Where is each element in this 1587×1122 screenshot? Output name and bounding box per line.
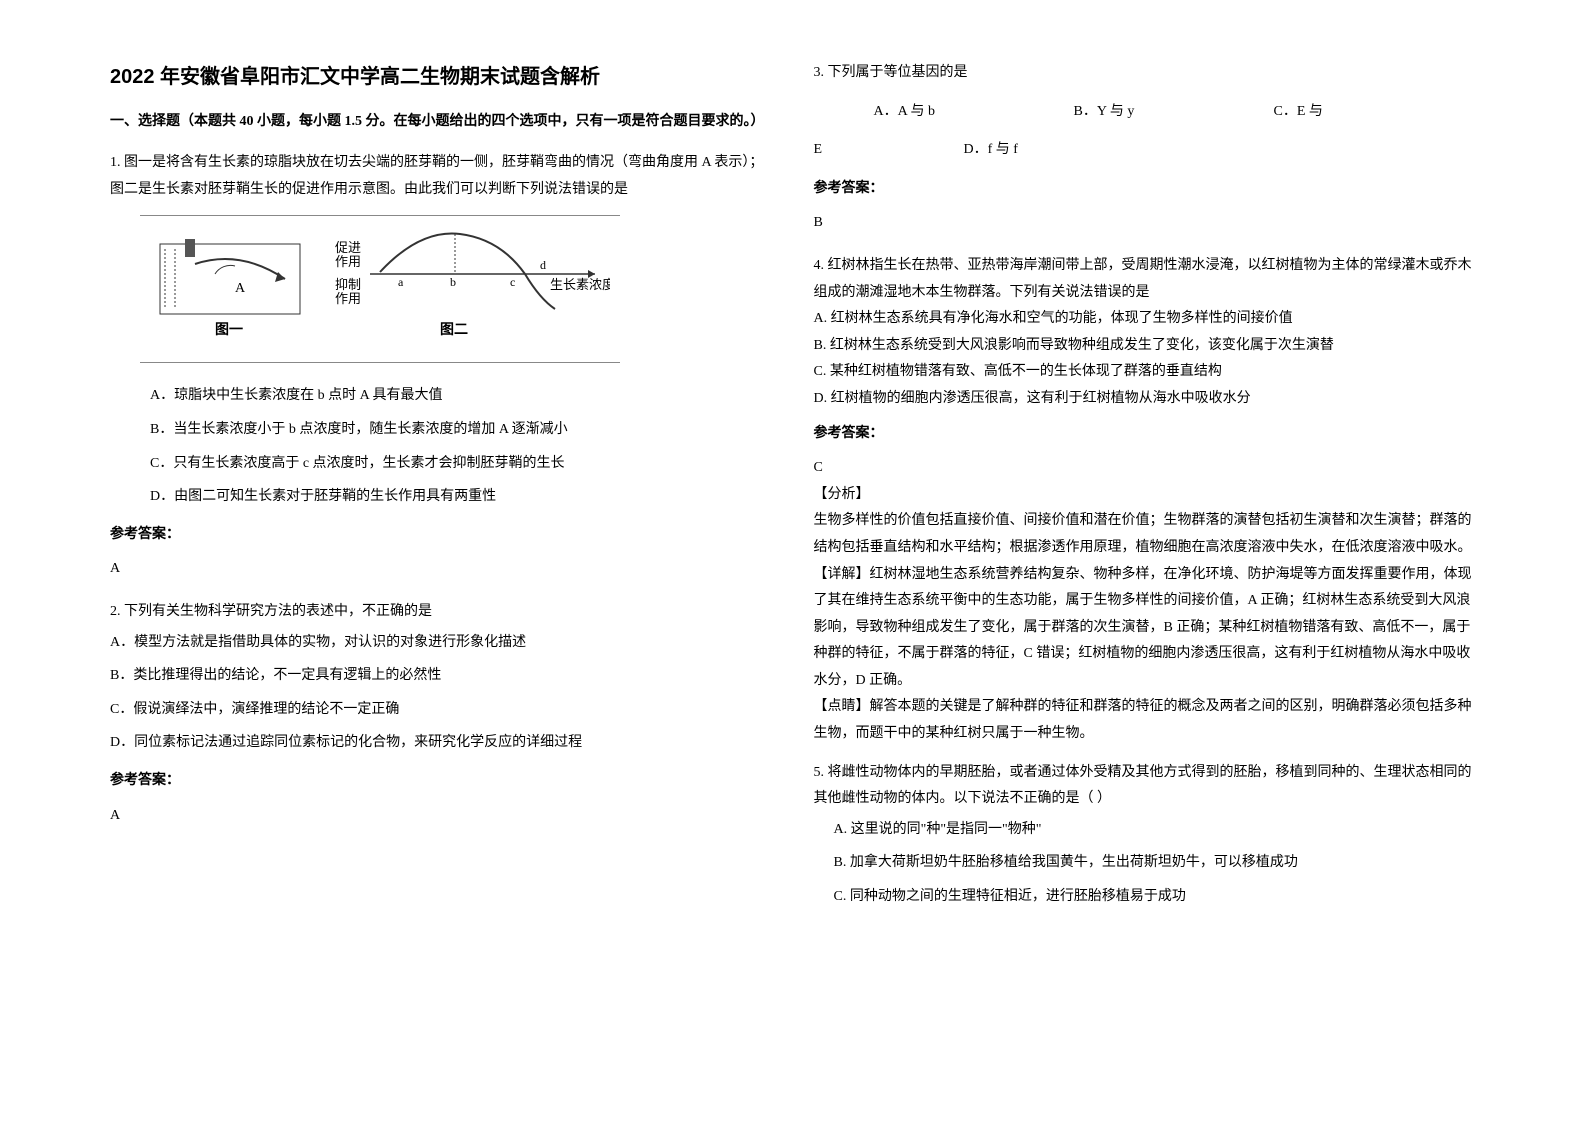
q4-optA: A. 红树林生态系统具有净化海水和空气的功能，体现了生物多样性的间接价值 <box>814 306 1478 333</box>
q4-analysis: 生物多样性的价值包括直接价值、间接价值和潜在价值；生物群落的演替包括初生演替和次… <box>814 508 1478 561</box>
q4-detail-label: 【详解】 <box>814 567 870 582</box>
fig-pt-a: a <box>398 275 404 289</box>
fig-pt-c: c <box>510 275 515 289</box>
q4-answer-label: 参考答案： <box>814 421 1478 448</box>
q2-answer: A <box>110 803 774 830</box>
section-header: 一、选择题（本题共 40 小题，每小题 1.5 分。在每小题给出的四个选项中，只… <box>110 109 774 134</box>
q4-point-label: 【点睛】 <box>814 699 870 714</box>
q4-detail: 【详解】红树林湿地生态系统营养结构复杂、物种多样，在净化环境、防护海堤等方面发挥… <box>814 562 1478 695</box>
question-1: 1. 图一是将含有生长素的琼脂块放在切去尖端的胚芽鞘的一侧，胚芽鞘弯曲的情况（弯… <box>110 150 774 583</box>
q1-optA: A．琼脂块中生长素浓度在 b 点时 A 具有最大值 <box>150 379 774 413</box>
q1-figure: A 图一 促进 作用 抑制 作用 a b c d <box>140 215 620 363</box>
q1-optD: D．由图二可知生长素对于胚芽鞘的生长作用具有两重性 <box>150 480 774 514</box>
q4-optD: D. 红树植物的细胞内渗透压很高，这有利于红树植物从海水中吸收水分 <box>814 386 1478 413</box>
q5-stem: 5. 将雌性动物体内的早期胚胎，或者通过体外受精及其他方式得到的胚胎，移植到同种… <box>814 760 1478 813</box>
page-title: 2022 年安徽省阜阳市汇文中学高二生物期末试题含解析 <box>110 60 774 89</box>
q3-answer: B <box>814 210 1478 237</box>
q3-optD: D．f 与 f <box>964 137 1114 164</box>
q4-stem: 4. 红树林指生长在热带、亚热带海岸潮间带上部，受周期性潮水浸淹，以红树植物为主… <box>814 253 1478 306</box>
fig-angle-label: A <box>235 281 246 296</box>
q1-options: A．琼脂块中生长素浓度在 b 点时 A 具有最大值 B．当生长素浓度小于 b 点… <box>110 379 774 513</box>
q1-answer-label: 参考答案： <box>110 522 774 549</box>
fig-pt-d: d <box>540 258 546 272</box>
question-2: 2. 下列有关生物科学研究方法的表述中，不正确的是 A．模型方法就是指借助具体的… <box>110 599 774 829</box>
q5-options: A. 这里说的同"种"是指同一"物种" B. 加拿大荷斯坦奶牛胚胎移植给我国黄牛… <box>814 813 1478 914</box>
fig-promote2: 作用 <box>335 254 361 269</box>
fig1-label: 图一 <box>215 322 243 338</box>
q4-analysis-label: 【分析】 <box>814 482 1478 509</box>
q5-optA: A. 这里说的同"种"是指同一"物种" <box>834 813 1478 847</box>
question-4: 4. 红树林指生长在热带、亚热带海岸潮间带上部，受周期性潮水浸淹，以红树植物为主… <box>814 253 1478 748</box>
q1-stem: 1. 图一是将含有生长素的琼脂块放在切去尖端的胚芽鞘的一侧，胚芽鞘弯曲的情况（弯… <box>110 150 774 203</box>
q1-optB: B．当生长素浓度小于 b 点浓度时，随生长素浓度的增加 A 逐渐减小 <box>150 413 774 447</box>
q3-options-row2: E D．f 与 f <box>814 137 1478 164</box>
q4-point-text: 解答本题的关键是了解种群的特征和群落的特征的概念及两者之间的区别，明确群落必须包… <box>814 699 1472 741</box>
q5-optC: C. 同种动物之间的生理特征相近，进行胚胎移植易于成功 <box>834 880 1478 914</box>
question-3: 3. 下列属于等位基因的是 A．A 与 b B．Y 与 y C．E 与 E D．… <box>814 60 1478 237</box>
q2-answer-label: 参考答案： <box>110 768 774 795</box>
q1-svg: A 图一 促进 作用 抑制 作用 a b c d <box>140 224 610 354</box>
fig2-label: 图二 <box>440 322 468 338</box>
fig-promote: 促进 <box>335 240 361 255</box>
q3-options-row1: A．A 与 b B．Y 与 y C．E 与 <box>814 99 1478 126</box>
fig-pt-b: b <box>450 275 456 289</box>
q3-optC2: E <box>814 137 964 164</box>
q2-optC: C．假说演绎法中，演绎推理的结论不一定正确 <box>110 693 774 727</box>
q3-optA: A．A 与 b <box>874 99 1074 126</box>
q4-optC: C. 某种红树植物错落有致、高低不一的生长体现了群落的垂直结构 <box>814 359 1478 386</box>
q4-detail-text: 红树林湿地生态系统营养结构复杂、物种多样，在净化环境、防护海堤等方面发挥重要作用… <box>814 567 1472 688</box>
q2-optA: A．模型方法就是指借助具体的实物，对认识的对象进行形象化描述 <box>110 626 774 660</box>
fig-inhibit2: 作用 <box>335 291 361 306</box>
q5-optB: B. 加拿大荷斯坦奶牛胚胎移植给我国黄牛，生出荷斯坦奶牛，可以移植成功 <box>834 846 1478 880</box>
q4-point: 【点睛】解答本题的关键是了解种群的特征和群落的特征的概念及两者之间的区别，明确群… <box>814 694 1478 747</box>
q2-optD: D．同位素标记法通过追踪同位素标记的化合物，来研究化学反应的详细过程 <box>110 726 774 760</box>
q3-optB: B．Y 与 y <box>1074 99 1274 126</box>
fig-inhibit: 抑制 <box>335 277 361 292</box>
q3-stem: 3. 下列属于等位基因的是 <box>814 60 1478 87</box>
left-column: 2022 年安徽省阜阳市汇文中学高二生物期末试题含解析 一、选择题（本题共 40… <box>90 60 794 1082</box>
q1-optC: C．只有生长素浓度高于 c 点浓度时，生长素才会抑制胚芽鞘的生长 <box>150 447 774 481</box>
q1-answer: A <box>110 556 774 583</box>
fig-xlabel: 生长素浓度 <box>550 277 610 292</box>
question-5: 5. 将雌性动物体内的早期胚胎，或者通过体外受精及其他方式得到的胚胎，移植到同种… <box>814 760 1478 914</box>
right-column: 3. 下列属于等位基因的是 A．A 与 b B．Y 与 y C．E 与 E D．… <box>794 60 1498 1082</box>
q2-stem: 2. 下列有关生物科学研究方法的表述中，不正确的是 <box>110 599 774 626</box>
q2-options: A．模型方法就是指借助具体的实物，对认识的对象进行形象化描述 B．类比推理得出的… <box>110 626 774 760</box>
q3-answer-label: 参考答案： <box>814 176 1478 203</box>
q4-answer: C <box>814 455 1478 482</box>
q4-optB: B. 红树林生态系统受到大风浪影响而导致物种组成发生了变化，该变化属于次生演替 <box>814 333 1478 360</box>
q3-optC: C．E 与 <box>1274 99 1474 126</box>
q2-optB: B．类比推理得出的结论，不一定具有逻辑上的必然性 <box>110 659 774 693</box>
